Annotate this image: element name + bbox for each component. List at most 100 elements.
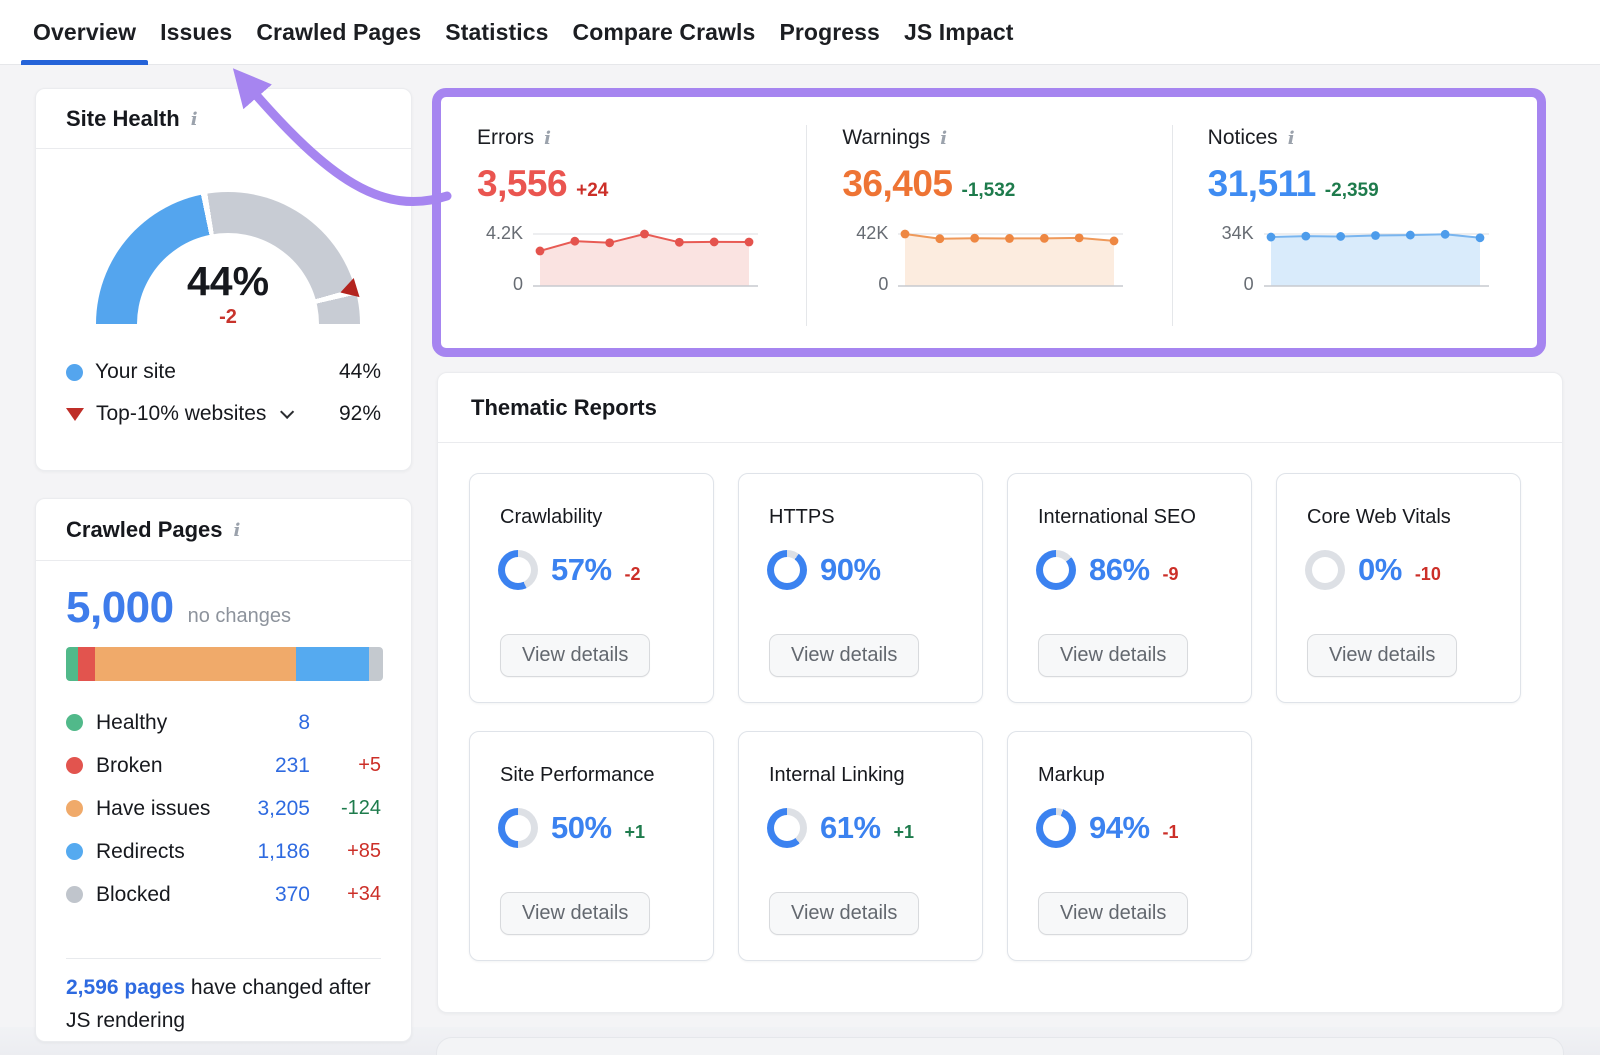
tab-overview[interactable]: Overview xyxy=(21,0,149,65)
next-section-card xyxy=(436,1037,1564,1055)
warnings-trend-chart: 42K 0 xyxy=(842,223,1171,294)
y-max-label: 4.2K xyxy=(485,223,523,243)
crawled-row-redirects: Redirects 1,186 +85 xyxy=(66,830,381,873)
legend-your-site: Your site 44% xyxy=(66,351,381,393)
site-health-score: 44% xyxy=(186,258,270,304)
thematic-delta: -2 xyxy=(624,564,641,584)
y-axis-labels: 4.2K 0 xyxy=(477,223,523,294)
thematic-card-label: Core Web Vitals xyxy=(1307,506,1451,528)
thematic-percent: 57% xyxy=(551,552,612,587)
row-value[interactable]: 1,186 xyxy=(257,839,310,863)
view-details-button[interactable]: View details xyxy=(500,892,651,935)
notices-trend-chart: 34K 0 xyxy=(1208,223,1537,294)
y-min-label: 0 xyxy=(878,274,889,294)
thematic-score-row: 50% +1 xyxy=(498,808,645,848)
y-min-label: 0 xyxy=(1243,274,1254,294)
y-axis-labels: 42K 0 xyxy=(842,223,889,294)
thematic-score-row: 86% -9 xyxy=(1036,550,1179,590)
info-icon[interactable]: i xyxy=(233,519,241,541)
tab-issues[interactable]: Issues xyxy=(160,18,233,45)
thematic-card-markup: Markup 94% -1 View details xyxy=(1007,731,1252,961)
divider xyxy=(66,958,381,959)
status-dot-icon xyxy=(66,886,83,903)
tab-bar: Overview Issues Crawled Pages Statistics Com… xyxy=(0,0,1600,65)
thematic-card-label: Markup xyxy=(1038,764,1105,786)
tab-statistics[interactable]: Statistics xyxy=(445,18,549,45)
metric-number-row: 36,405 -1,532 xyxy=(842,163,1171,207)
errors-value: 3,556 xyxy=(477,163,568,204)
legend-label: Top-10% websites xyxy=(96,402,267,425)
crawled-row-broken: Broken 231 +5 xyxy=(66,744,381,787)
view-details-button[interactable]: View details xyxy=(1307,634,1458,677)
view-details-button[interactable]: View details xyxy=(769,892,920,935)
row-delta: +34 xyxy=(347,883,381,905)
crawled-row-have-issues: Have issues 3,205 -124 xyxy=(66,787,381,830)
info-icon[interactable]: i xyxy=(190,108,198,130)
errors-label: Errors xyxy=(477,126,535,149)
warnings-label: Warnings xyxy=(842,126,931,149)
progress-donut-icon xyxy=(498,808,538,848)
row-value[interactable]: 231 xyxy=(274,753,310,777)
legend-value: 44% xyxy=(338,360,381,383)
site-health-gauge: 44% -2 xyxy=(96,192,360,330)
status-dot-icon xyxy=(66,843,83,860)
metric-title-row: Errors i xyxy=(477,125,806,151)
thematic-delta: +1 xyxy=(624,822,646,842)
view-details-button[interactable]: View details xyxy=(1038,634,1189,677)
thematic-card-https: HTTPS 90% View details xyxy=(738,473,983,703)
progress-donut-icon xyxy=(498,550,538,590)
legend-top10-websites[interactable]: Top-10% websites 92% xyxy=(66,393,381,435)
y-axis-labels: 34K 0 xyxy=(1208,223,1254,294)
notices-sparkline xyxy=(1263,229,1489,287)
thematic-delta: -1 xyxy=(1162,822,1179,842)
errors-trend-chart: 4.2K 0 xyxy=(477,223,806,294)
y-max-label: 42K xyxy=(856,223,889,243)
bar-segment-have-issues xyxy=(94,647,297,681)
row-label: Healthy xyxy=(96,710,168,734)
row-value[interactable]: 370 xyxy=(274,882,310,906)
red-triangle-down-icon xyxy=(66,407,84,421)
row-delta: +5 xyxy=(358,754,381,776)
legend-label: Your site xyxy=(95,360,176,383)
bar-segment-healthy xyxy=(66,647,79,681)
row-value[interactable]: 3,205 xyxy=(257,796,310,820)
row-delta: +85 xyxy=(347,840,381,862)
y-max-label: 34K xyxy=(1221,223,1254,243)
thematic-card-label: HTTPS xyxy=(769,506,835,528)
thematic-percent: 94% xyxy=(1089,810,1150,845)
js-rendering-note: 2,596 pages have changed after JS render… xyxy=(66,971,383,1037)
tab-progress[interactable]: Progress xyxy=(779,18,880,45)
view-details-button[interactable]: View details xyxy=(769,634,920,677)
info-icon[interactable]: i xyxy=(940,128,948,149)
view-details-button[interactable]: View details xyxy=(500,634,651,677)
tab-compare-crawls[interactable]: Compare Crawls xyxy=(572,18,756,45)
metric-number-row: 31,511 -2,359 xyxy=(1208,163,1537,207)
site-health-delta: -2 xyxy=(219,306,237,328)
info-icon[interactable]: i xyxy=(544,128,552,149)
thematic-percent: 0% xyxy=(1358,552,1402,587)
thematic-delta: -9 xyxy=(1162,564,1179,584)
thematic-delta: -10 xyxy=(1414,564,1441,584)
thematic-delta: +1 xyxy=(893,822,915,842)
row-label: Have issues xyxy=(96,796,211,820)
notices-label: Notices xyxy=(1207,126,1278,149)
thematic-score-row: 0% -10 xyxy=(1305,550,1441,590)
changed-pages-link[interactable]: 2,596 pages xyxy=(66,976,186,999)
tab-crawled-pages[interactable]: Crawled Pages xyxy=(256,18,422,45)
info-icon[interactable]: i xyxy=(1287,128,1295,149)
row-value[interactable]: 8 xyxy=(298,710,310,734)
errors-delta: +24 xyxy=(576,180,609,201)
errors-sparkline xyxy=(533,229,758,287)
notices-value: 31,511 xyxy=(1207,163,1317,204)
js-rendering-note-text: have changed after JS rendering xyxy=(66,976,371,1032)
view-details-button[interactable]: View details xyxy=(1038,892,1189,935)
crawled-total-note: no changes xyxy=(187,605,292,627)
progress-donut-icon xyxy=(1305,550,1345,590)
thematic-score-row: 57% -2 xyxy=(498,550,641,590)
thematic-percent: 61% xyxy=(820,810,881,845)
tab-js-impact[interactable]: JS Impact xyxy=(903,18,1014,45)
site-health-legend: Your site 44% Top-10% websites 92% xyxy=(66,351,381,435)
metric-notices: Notices i 31,511 -2,359 34K 0 xyxy=(1171,97,1537,348)
thematic-card-label: Site Performance xyxy=(500,764,655,786)
crawled-row-healthy: Healthy 8 xyxy=(66,701,381,744)
